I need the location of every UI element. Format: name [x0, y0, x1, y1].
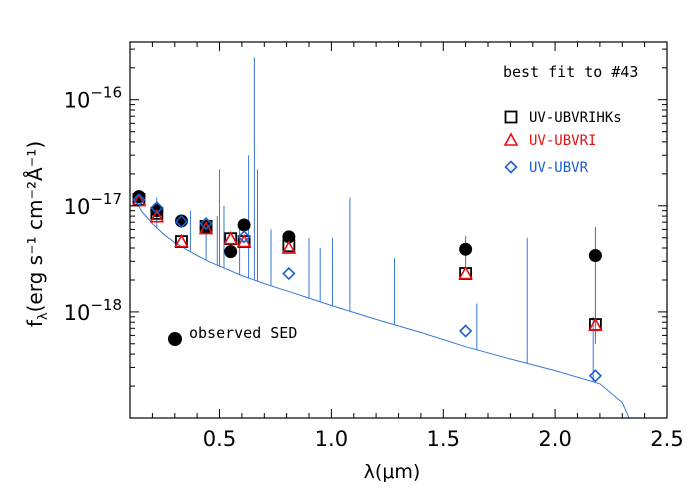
observed-sed-point	[588, 249, 602, 263]
x-tick-label: 2.5	[650, 427, 683, 451]
legend-uv-ubvrihks-marker	[504, 110, 518, 124]
legend-uv-ubvr-label: UV-UBVR	[529, 160, 589, 176]
model-spectrum	[134, 57, 630, 418]
legend-uv-ubvri-marker	[503, 132, 519, 146]
uv-ubvri-point	[458, 265, 473, 280]
uv-ubvrihks-point	[282, 239, 296, 253]
observed-sed-label-marker	[168, 332, 182, 346]
observed-sed-label: observed SED	[168, 324, 297, 346]
uv-ubvrihks-point	[199, 219, 213, 233]
y-axis-title: fλ(erg s⁻¹ cm⁻²Å⁻¹)	[23, 141, 51, 327]
legend-uv-ubvrihks-label: UV-UBVRIHKs	[529, 110, 622, 126]
x-tick-label: 1.5	[427, 427, 460, 451]
uv-ubvr-point	[132, 193, 146, 207]
x-axis-label: λ(μm)	[364, 461, 421, 483]
uv-ubvrihks-point	[150, 206, 164, 220]
y-tick-label: 10−18	[64, 296, 122, 325]
uv-ubvr-point	[174, 214, 189, 229]
uv-ubvri-point	[588, 317, 603, 331]
uv-ubvri-point	[236, 233, 252, 248]
x-tick-label: 0.5	[203, 427, 236, 451]
uv-ubvri-point	[223, 231, 239, 245]
y-tick-label: 10−17	[64, 190, 122, 219]
legend-uv-ubvri-label: UV-UBVRI	[529, 133, 596, 149]
legend: UV-UBVRIHKs UV-UBVRI UV-UBVR	[503, 110, 622, 176]
x-tick-label: 2.0	[538, 427, 571, 451]
uv-ubvri-point	[281, 240, 297, 254]
uv-ubvri-point	[149, 209, 165, 223]
uv-ubvr-point	[199, 216, 213, 231]
y-axis-label-subscript: λ	[36, 312, 51, 320]
data-markers	[131, 190, 603, 383]
uv-ubvr-point	[237, 230, 251, 244]
y-tick-label: 10−16	[64, 84, 122, 113]
y-axis-label: fλ(erg s⁻¹ cm⁻²Å⁻¹)	[23, 141, 51, 327]
y-axis-label-units: (erg s⁻¹ cm⁻²Å⁻¹)	[23, 141, 47, 313]
uv-ubvr-point	[588, 369, 603, 383]
uv-ubvr-point	[458, 324, 473, 338]
uv-ubvri-point	[174, 233, 189, 248]
fit-annotation: best fit to #43	[503, 63, 638, 81]
axis-tick-labels: 0.5 1.0 1.5 2.0 2.5 10−16 10−17 10−18	[64, 84, 684, 451]
y-axis-label-symbol: f	[23, 319, 47, 327]
uv-ubvri-point	[198, 220, 214, 235]
uv-ubvr-point	[150, 201, 164, 215]
uv-ubvr-point	[282, 266, 296, 281]
x-tick-label: 1.0	[315, 427, 348, 451]
observed-sed-point	[224, 245, 238, 259]
spectrum-continuum	[134, 197, 630, 418]
observed-sed-point	[237, 218, 251, 232]
observed-sed-point	[459, 242, 473, 256]
axis-ticks	[129, 42, 668, 419]
x-axis-title: λ(μm)	[364, 461, 421, 483]
observed-sed-label-text: observed SED	[189, 324, 297, 342]
legend-uv-ubvr-marker	[504, 160, 518, 174]
